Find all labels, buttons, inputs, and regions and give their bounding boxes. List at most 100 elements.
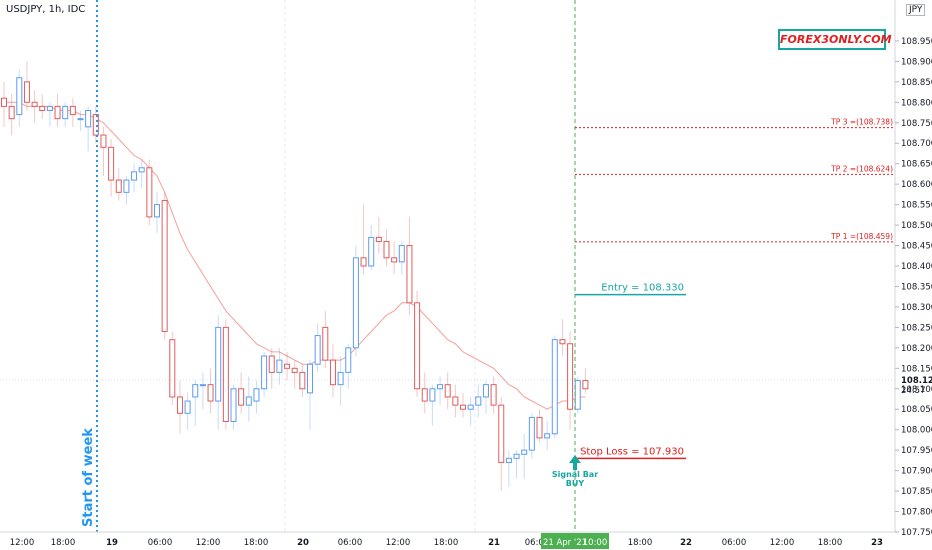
y-tick-label: 108.300: [901, 303, 932, 313]
candle-body: [513, 453, 520, 459]
candle-body: [108, 146, 115, 181]
x-tick-label: 18:00: [244, 538, 269, 548]
candle-body: [559, 339, 566, 345]
candle-body: [314, 335, 321, 365]
x-tick-label: 12:00: [196, 538, 221, 548]
x-tick-label: 06:00: [338, 538, 363, 548]
candle-body: [69, 105, 76, 116]
candle-body: [77, 118, 84, 121]
y-tick-label: 107.900: [901, 467, 932, 477]
y-tick-label: 107.750: [901, 528, 932, 538]
candle-body: [161, 200, 168, 332]
candle-body: [398, 245, 405, 263]
y-tick-label: 108.250: [901, 323, 932, 333]
candle-body: [222, 326, 229, 423]
y-tick-label: 108.700: [901, 139, 932, 149]
candle-body: [582, 380, 589, 390]
tp2-label: TP 2 =(108.624): [830, 164, 893, 173]
tp1-label: TP 1 =(108.459): [830, 232, 893, 241]
candle-body: [54, 105, 61, 120]
candle-body: [115, 179, 122, 193]
y-tick-label: 108.500: [901, 221, 932, 231]
candle-body: [276, 359, 283, 373]
candle-body: [176, 396, 183, 414]
candle-body: [490, 384, 497, 406]
signal-label-1: Signal Bar: [552, 470, 598, 479]
candle-body: [505, 457, 512, 463]
candle-body: [452, 396, 459, 406]
y-tick-label: 108.350: [901, 282, 932, 292]
candle-body: [169, 339, 176, 398]
candle-body: [406, 245, 413, 304]
candle-body: [184, 400, 191, 414]
candle-body: [307, 363, 313, 394]
candle-body: [100, 134, 107, 148]
price-axis[interactable]: 108.950 108.900 108.850 108.800 108.750 108.7…: [894, 0, 932, 538]
candle-body: [521, 449, 528, 455]
time-axis[interactable]: 12:00 18:00 19 06:00 12:00 18:00 20 06:00 12:00 1…: [0, 531, 895, 549]
candle-body: [574, 380, 581, 410]
x-tick-label: 18:00: [818, 538, 843, 548]
y-tick-label: 108.850: [901, 78, 932, 88]
candle-body: [1, 97, 7, 107]
y-tick-label: 108.050: [901, 405, 932, 415]
x-tick-label: 23: [871, 538, 883, 548]
candle-body: [482, 384, 489, 398]
moving-average: [4, 101, 586, 410]
candle-body: [498, 404, 505, 463]
trade-levels: Start of week Entry = 108.330 Stop Loss = …: [0, 0, 895, 532]
currency-label[interactable]: JPY: [906, 4, 926, 16]
tp3-label: TP 3 =(108.738): [830, 118, 893, 127]
y-tick-label: 108.600: [901, 180, 932, 190]
candle-body: [345, 347, 352, 373]
candle-body: [421, 388, 428, 402]
y-tick-label: 108.650: [901, 160, 932, 170]
brand-watermark: FOREX3ONLY.COM: [778, 29, 892, 50]
x-tick-label: 19: [106, 538, 118, 548]
signal-label-2: BUY: [566, 479, 585, 488]
candle-body: [268, 355, 275, 373]
y-tick-label: 108.150: [901, 364, 932, 374]
stop-loss-label: Stop Loss = 107.930: [580, 446, 684, 457]
y-tick-label: 108.950: [901, 37, 932, 47]
candle-body: [230, 388, 237, 423]
candle-body: [261, 355, 268, 390]
x-tick-label: 06:00: [722, 538, 747, 548]
candle-body: [329, 359, 336, 386]
y-tick-label: 107.850: [901, 487, 932, 497]
candle-body: [360, 257, 367, 267]
candle-body: [16, 77, 23, 116]
candle-body: [62, 105, 69, 120]
grid: [284, 0, 476, 532]
candle-body: [368, 236, 375, 267]
x-tick-label: 18:00: [434, 538, 459, 548]
y-tick-label: 107.800: [901, 508, 932, 518]
y-tick-label: 108.100: [901, 385, 932, 395]
date-marker-label: 21 Apr '21: [543, 538, 587, 548]
candles: [1, 61, 589, 492]
candle-body: [284, 363, 291, 369]
time-marker-label: 10:00: [583, 538, 608, 548]
candle-body: [444, 384, 451, 398]
candle-body: [154, 204, 160, 218]
y-tick-label: 108.400: [901, 262, 932, 272]
y-tick-label: 108.000: [901, 426, 932, 436]
x-tick-label: 22: [680, 538, 692, 548]
candle-body: [475, 396, 482, 406]
x-tick-label: 20: [297, 538, 309, 548]
candle-body: [551, 339, 558, 435]
candle-body: [131, 171, 138, 181]
candle-body: [299, 371, 306, 390]
countdown-label: 24:57: [901, 386, 926, 396]
x-tick-label: 06:00: [148, 538, 173, 548]
y-tick-label: 107.950: [901, 446, 932, 456]
y-tick-label: 108.900: [901, 57, 932, 67]
candle-body: [467, 404, 474, 410]
x-tick-label: 18:00: [628, 538, 653, 548]
candle-body: [429, 388, 436, 402]
date-marker-box: [541, 533, 609, 549]
candle-body: [383, 240, 390, 259]
candle-body: [414, 302, 421, 390]
x-tick-label: 12:00: [10, 538, 35, 548]
